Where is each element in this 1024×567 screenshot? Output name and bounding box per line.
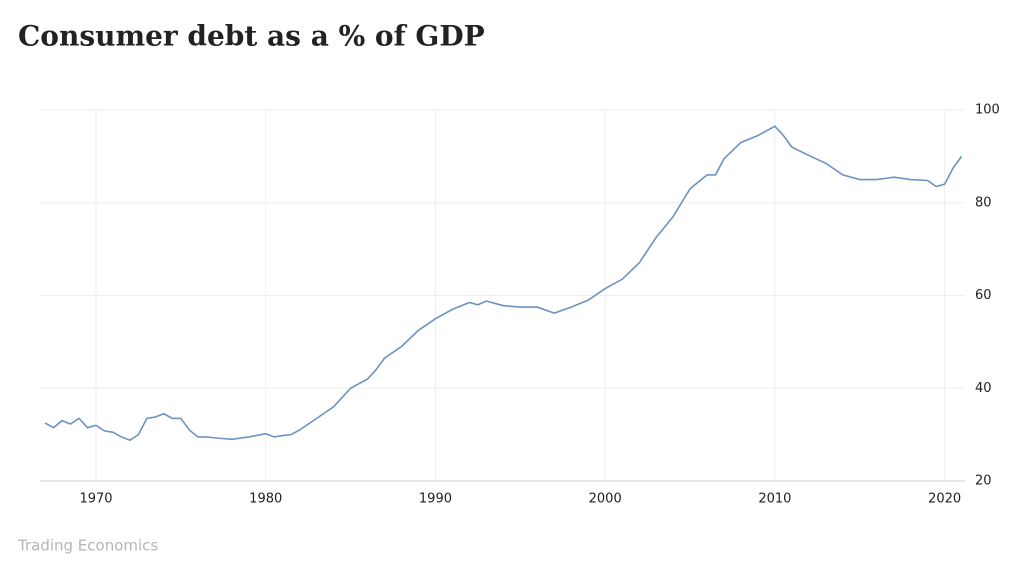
- x-tick-label: 2010: [758, 492, 791, 507]
- x-tick-label: 1970: [79, 492, 112, 507]
- y-tick-label: 20: [975, 474, 992, 489]
- chart-title: Consumer debt as a % of GDP: [18, 20, 485, 53]
- x-tick-label: 1990: [419, 492, 452, 507]
- source: Trading Economics: [17, 537, 158, 555]
- y-tick-label: 100: [975, 103, 1000, 118]
- y-tick-label: 40: [975, 381, 992, 396]
- data-line: [44, 125, 963, 442]
- x-tick-label: 2000: [589, 492, 622, 507]
- y-tick-label: 80: [975, 195, 992, 210]
- x-tick-label: 2020: [928, 492, 961, 507]
- x-tick-label: 1980: [249, 492, 282, 507]
- y-tick-label: 60: [975, 288, 992, 303]
